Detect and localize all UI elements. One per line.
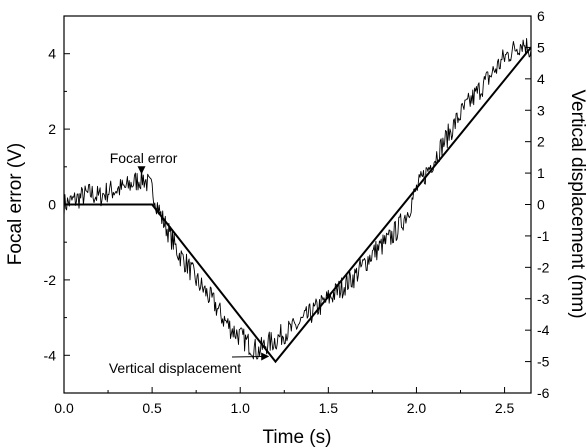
- right-y-tick-label: 1: [537, 165, 545, 181]
- left-y-tick-label: 0: [48, 197, 56, 213]
- x-axis-title: Time (s): [263, 427, 332, 448]
- left-y-tick-label: -2: [44, 272, 57, 288]
- right-y-tick-label: 5: [537, 39, 545, 55]
- vertical-displacement-annotation-label: Vertical displacement: [109, 360, 241, 376]
- right-y-axis-title: Vertical displacement (mm): [567, 89, 587, 318]
- right-y-tick-label: -1: [537, 228, 550, 244]
- vertical-displacement-annotation-arrow: [231, 352, 270, 361]
- x-tick-label: 2.0: [407, 400, 427, 416]
- right-y-tick-label: -5: [537, 354, 550, 370]
- left-y-tick-label: -4: [44, 347, 57, 363]
- right-y-axis-ticks: 6 5 4 3 2 1 0 -1 -2 -3 -4 -5 -6: [525, 8, 550, 401]
- series-layer: [63, 38, 532, 364]
- annotations-layer: Focal error Vertical displacement: [109, 150, 270, 376]
- right-y-tick-label: 2: [537, 134, 545, 150]
- right-y-tick-label: 3: [537, 102, 545, 118]
- left-y-tick-label: 4: [48, 46, 56, 62]
- right-y-tick-label: 6: [537, 8, 545, 24]
- focal-error-annotation-label: Focal error: [110, 150, 178, 166]
- right-y-tick-label: 4: [537, 71, 545, 87]
- vertical-displacement-series-line: [64, 46, 532, 364]
- right-y-tick-label: -6: [537, 385, 550, 401]
- x-tick-label: 1.5: [319, 400, 339, 416]
- left-y-axis-ticks: 4 2 0 -2 -4: [44, 15, 70, 394]
- right-y-tick-label: -3: [537, 291, 550, 307]
- x-tick-label: 0.5: [142, 400, 162, 416]
- x-tick-label: 2.5: [495, 400, 515, 416]
- focal-error-series-line: [63, 38, 532, 360]
- right-y-tick-label: -2: [537, 259, 550, 275]
- x-tick-label: 0.0: [54, 400, 74, 416]
- left-y-tick-label: 2: [48, 121, 56, 137]
- x-axis-ticks: 0.0 0.5 1.0 1.5 2.0 2.5: [54, 387, 515, 416]
- x-tick-label: 1.0: [230, 400, 250, 416]
- right-y-tick-label: -4: [537, 322, 550, 338]
- right-y-tick-label: 0: [537, 197, 545, 213]
- left-y-axis-title: Focal error (V): [5, 143, 26, 265]
